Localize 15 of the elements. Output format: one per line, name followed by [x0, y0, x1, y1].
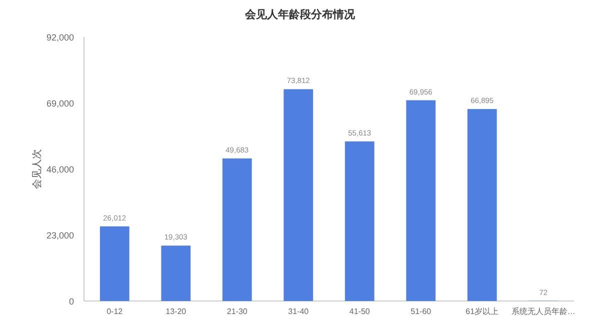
- x-tick-label: 0-12: [106, 307, 124, 316]
- y-tick-label: 92,000: [46, 32, 74, 42]
- x-tick-label: 13-20: [166, 307, 187, 316]
- y-axis-title: 会见人次: [31, 149, 43, 189]
- y-tick-label: 69,000: [46, 98, 74, 108]
- x-tick-label: 51-60: [410, 307, 432, 316]
- y-tick-label: 46,000: [46, 164, 74, 174]
- y-tick-label: 23,000: [46, 230, 74, 240]
- y-tick-label: 0: [68, 296, 74, 306]
- x-tick-label: 系统无人员年龄…: [511, 307, 576, 316]
- x-tick-label: 41-50: [349, 307, 370, 316]
- x-tick-label: 31-40: [288, 307, 310, 316]
- x-tick-label: 61岁以上: [466, 307, 499, 316]
- x-tick-label: 21-30: [226, 307, 248, 316]
- chart-title: 会见人年龄段分布情况: [244, 8, 356, 21]
